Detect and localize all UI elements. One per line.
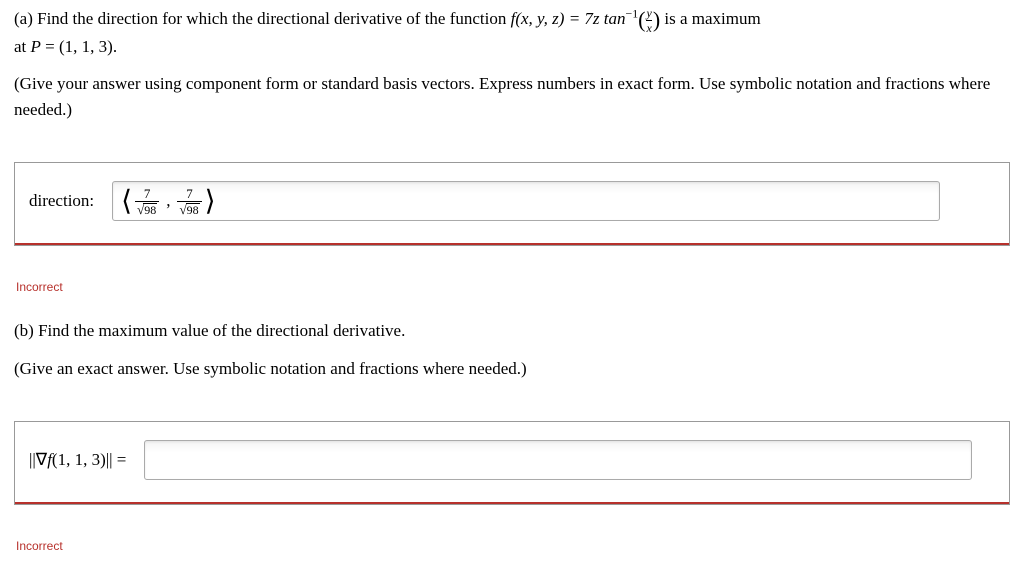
part-a-question: (a) Find the direction for which the dir… (14, 6, 1010, 59)
status-b: Incorrect (14, 535, 1010, 555)
part-a-suffix: is a maximum (664, 9, 760, 28)
angle-left: ⟨ (121, 184, 132, 218)
angle-right: ⟩ (205, 184, 216, 218)
exp: −1 (626, 6, 639, 20)
paren-r: ) (653, 7, 660, 32)
direction-label: direction: (29, 191, 94, 211)
part-a-prefix: (a) Find the direction for which the dir… (14, 9, 511, 28)
gradient-norm-label: ||∇f(1, 1, 3)|| = (29, 450, 126, 470)
magnitude-input[interactable] (144, 440, 972, 480)
direction-input[interactable]: ⟨ 7 98 , 7 98 ⟩ (112, 181, 940, 221)
part-b-line1: (b) Find the maximum value of the direct… (14, 318, 1010, 344)
fraction-2: 7 98 (177, 187, 201, 216)
fraction-1: 7 98 (135, 187, 159, 216)
status-a: Incorrect (14, 276, 1010, 296)
part-b-line2: (Give an exact answer. Use symbolic nota… (14, 356, 1010, 382)
func-lhs: f(x, y, z) = 7z tan (511, 9, 626, 28)
separator: , (166, 191, 170, 211)
answer-box-a: direction: ⟨ 7 98 , 7 98 ⟩ (14, 162, 1010, 246)
answer-box-b: ||∇f(1, 1, 3)|| = (14, 421, 1010, 505)
yx-fraction: yx (646, 7, 651, 34)
paren-l: ( (638, 7, 645, 32)
part-a-instructions: (Give your answer using component form o… (14, 71, 1010, 122)
